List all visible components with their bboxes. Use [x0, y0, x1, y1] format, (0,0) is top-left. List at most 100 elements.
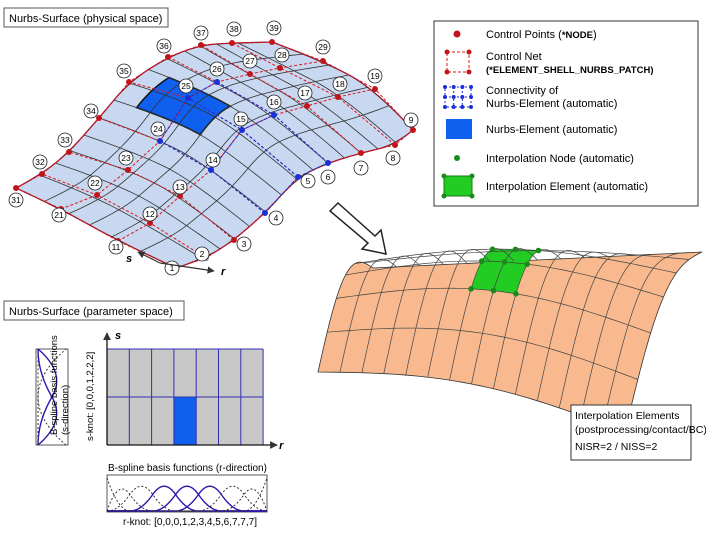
control-point-label: 26	[209, 61, 225, 77]
node-number: 34	[86, 106, 96, 116]
interpolation-node	[512, 246, 519, 253]
node-number: 26	[212, 64, 222, 74]
control-point	[325, 160, 331, 166]
node-number: 33	[60, 135, 70, 145]
interpolation-surface	[317, 251, 703, 433]
legend-interp-node: Interpolation Node (automatic)	[454, 153, 634, 165]
interp-info-line1: Interpolation Elements	[575, 410, 679, 422]
s-basis-functions	[35, 348, 69, 446]
control-point	[39, 171, 45, 177]
transition-arrow	[328, 201, 387, 255]
node-number: 3	[242, 239, 247, 249]
control-point-label: 37	[193, 25, 209, 41]
control-point-label: 23	[118, 150, 134, 166]
control-point-label: 21	[51, 207, 67, 223]
control-point-label: 14	[205, 152, 221, 168]
interpolation-node	[524, 261, 531, 267]
control-point-label: 31	[8, 192, 24, 208]
control-point-label: 25	[178, 78, 194, 94]
legend-interp-element-label: Interpolation Element (automatic)	[486, 181, 648, 193]
node-number: 11	[112, 242, 121, 252]
control-point-label: 35	[116, 63, 132, 79]
control-point-label: 4	[268, 210, 284, 226]
physical-title: Nurbs-Surface (physical space)	[9, 13, 162, 25]
control-point	[165, 54, 171, 60]
control-point-label: 5	[300, 173, 316, 189]
control-point-label: 13	[172, 179, 188, 195]
control-point-label: 1	[164, 260, 180, 276]
interp-info-line2: (postprocessing/contact/BC)	[575, 424, 706, 436]
surface-mesh	[38, 42, 396, 259]
node-number: 2	[200, 249, 205, 259]
legend-nurbs-element: Nurbs-Element (automatic)	[446, 119, 617, 139]
physical-title-box: Nurbs-Surface (physical space)	[3, 7, 169, 28]
svg-text:Control Points (*NODE): Control Points (*NODE)	[486, 29, 597, 41]
control-point	[229, 40, 235, 46]
control-point	[295, 174, 301, 180]
control-point	[277, 65, 283, 71]
interpolation-node	[489, 246, 496, 252]
control-point-label: 18	[332, 76, 348, 92]
node-number: 28	[277, 50, 287, 60]
interpolation-nodes	[468, 246, 542, 297]
node-number: 8	[391, 153, 396, 163]
local-axes: rs	[126, 251, 226, 278]
node-number: 18	[335, 79, 345, 89]
control-point-label: 17	[297, 85, 313, 101]
control-point	[262, 210, 268, 216]
control-point	[125, 167, 131, 173]
r-basis-functions	[106, 474, 268, 513]
node-number: 13	[175, 182, 185, 192]
node-number: 29	[318, 42, 328, 52]
legend-nurbs-element-label: Nurbs-Element (automatic)	[486, 124, 617, 136]
node-number: 27	[245, 56, 255, 66]
control-point	[304, 103, 310, 109]
control-point-label: 8	[385, 150, 401, 166]
control-point	[271, 112, 277, 118]
control-point	[320, 58, 326, 64]
s-knot-label: s-knot: [0,0,0,1,2,2,2]	[85, 352, 96, 441]
control-point-label: 19	[367, 68, 383, 84]
node-number: 16	[269, 97, 279, 107]
node-number: 38	[229, 24, 239, 34]
control-point	[269, 39, 275, 45]
node-number: 5	[306, 176, 311, 186]
parameter-grid: rs	[103, 330, 284, 452]
param-r-label: r	[279, 440, 284, 452]
control-point	[198, 42, 204, 48]
interpolation-element-region	[471, 249, 539, 294]
control-point	[214, 79, 220, 85]
control-point-label: 11	[108, 239, 124, 255]
interp-info-box: Interpolation Elements (postprocessing/c…	[570, 404, 706, 461]
control-point	[66, 149, 72, 155]
interpolation-node	[468, 286, 474, 292]
control-point-label: 7	[353, 160, 369, 176]
legend-connectivity: Connectivity of Nurbs-Element (automatic…	[443, 85, 617, 110]
legend-connectivity-line1: Connectivity of	[486, 85, 559, 97]
interpolation-node	[478, 258, 485, 264]
axis-s-label: s	[126, 253, 132, 265]
node-number: 7	[359, 163, 364, 173]
control-point-label: 16	[266, 94, 282, 110]
interpolation-node	[535, 247, 542, 254]
control-point	[94, 192, 100, 198]
control-point-label: 27	[242, 53, 258, 69]
legend-interp-node-label: Interpolation Node (automatic)	[486, 153, 634, 165]
parameter-title-box: Nurbs-Surface (parameter space)	[3, 300, 185, 321]
node-number: 37	[196, 28, 206, 38]
interpolation-surface-group	[317, 246, 703, 433]
legend: Control Points (*NODE) Control Net (*ELE…	[433, 20, 699, 207]
node-number: 9	[409, 115, 414, 125]
param-s-label: s	[115, 330, 121, 342]
node-number: 4	[274, 213, 279, 223]
node-number: 6	[326, 172, 331, 182]
control-point-label: 29	[315, 39, 331, 55]
legend-control-net-label: Control Net	[486, 51, 542, 63]
s-basis-label-1: B-spline basis functions	[49, 335, 60, 435]
control-point-label: 15	[233, 111, 249, 127]
r-basis-label: B-spline basis functions (r-direction)	[108, 463, 267, 474]
control-point	[358, 150, 364, 156]
